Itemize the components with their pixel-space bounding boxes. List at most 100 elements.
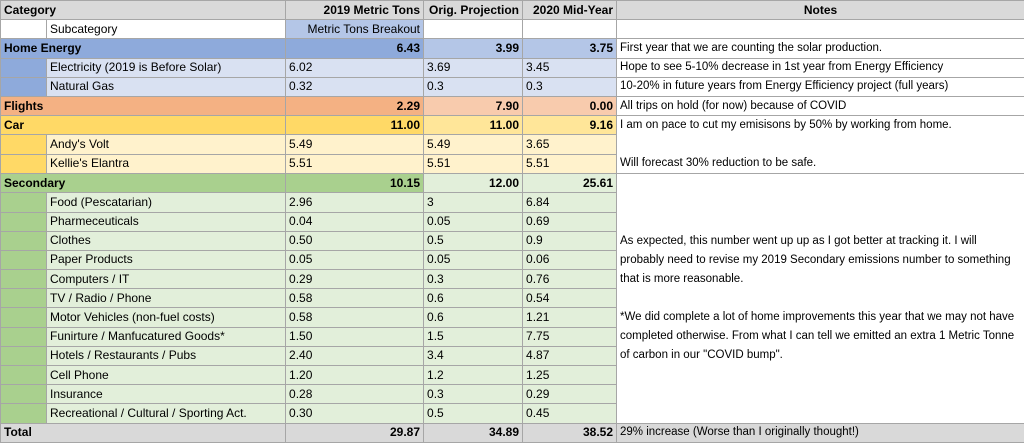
group-midyear: 0.00 (523, 96, 617, 115)
group-midyear: 9.16 (523, 116, 617, 135)
item-midyear: 0.54 (523, 289, 617, 308)
header-cell: Notes (617, 1, 1024, 20)
item-projection: 0.6 (424, 308, 523, 327)
item-projection: 1.2 (424, 366, 523, 385)
item-midyear: 0.9 (523, 231, 617, 250)
item-value: 1.50 (286, 327, 424, 346)
item-projection: 0.3 (424, 77, 523, 96)
category-strip (1, 270, 47, 289)
category-strip (1, 346, 47, 365)
item-value: 0.32 (286, 77, 424, 96)
total-label: Total (1, 423, 286, 442)
item-name: Electricity (2019 is Before Solar) (47, 58, 286, 77)
group-note: All trips on hold (for now) because of C… (617, 96, 1024, 115)
item-value: 2.40 (286, 346, 424, 365)
group-projection: 12.00 (424, 174, 523, 193)
item-name: Recreational / Cultural / Sporting Act. (47, 404, 286, 423)
item-value: 5.49 (286, 135, 424, 154)
note-paragraph: *We did complete a lot of home improveme… (620, 308, 1021, 365)
item-name: Funirture / Manfucatured Goods* (47, 327, 286, 346)
item-name: Natural Gas (47, 77, 286, 96)
item-projection: 1.5 (424, 327, 523, 346)
empty-cell (523, 20, 617, 39)
item-midyear: 0.45 (523, 404, 617, 423)
category-strip (1, 404, 47, 423)
header-cell: 2020 Mid-Year (523, 1, 617, 20)
item-value: 2.96 (286, 193, 424, 212)
item-name: Clothes (47, 231, 286, 250)
item-name: Motor Vehicles (non-fuel costs) (47, 308, 286, 327)
empty-cell (424, 20, 523, 39)
item-name: Computers / IT (47, 270, 286, 289)
group-value: 2.29 (286, 96, 424, 115)
item-projection: 0.5 (424, 404, 523, 423)
header-cell: 2019 Metric Tons (286, 1, 424, 20)
item-value: 0.30 (286, 404, 424, 423)
item-note: Hope to see 5-10% decrease in 1st year f… (617, 58, 1024, 77)
item-value: 0.58 (286, 308, 424, 327)
item-name: Cell Phone (47, 366, 286, 385)
item-value: 6.02 (286, 58, 424, 77)
item-projection: 0.5 (424, 231, 523, 250)
empty-cell (617, 20, 1024, 39)
group-midyear: 25.61 (523, 174, 617, 193)
group-note: First year that we are counting the sola… (617, 39, 1024, 58)
item-note: 10-20% in future years from Energy Effic… (617, 77, 1024, 96)
item-midyear: 3.65 (523, 135, 617, 154)
item-name: Paper Products (47, 250, 286, 269)
item-midyear: 0.06 (523, 250, 617, 269)
item-value: 1.20 (286, 366, 424, 385)
item-projection: 3.4 (424, 346, 523, 365)
item-midyear: 0.29 (523, 385, 617, 404)
item-midyear: 3.45 (523, 58, 617, 77)
category-strip (1, 212, 47, 231)
item-name: Hotels / Restaurants / Pubs (47, 346, 286, 365)
item-midyear: 5.51 (523, 154, 617, 173)
item-midyear: 4.87 (523, 346, 617, 365)
group-value: 10.15 (286, 174, 424, 193)
item-projection: 0.3 (424, 270, 523, 289)
category-strip (1, 231, 47, 250)
item-value: 0.04 (286, 212, 424, 231)
total-projection: 34.89 (424, 423, 523, 442)
item-projection: 5.51 (424, 154, 523, 173)
item-value: 0.50 (286, 231, 424, 250)
category-strip (1, 77, 47, 96)
group-value: 11.00 (286, 116, 424, 135)
item-projection: 3 (424, 193, 523, 212)
item-value: 0.29 (286, 270, 424, 289)
category-strip (1, 289, 47, 308)
category-strip (1, 154, 47, 173)
group-midyear: 3.75 (523, 39, 617, 58)
item-midyear: 1.25 (523, 366, 617, 385)
item-projection: 0.6 (424, 289, 523, 308)
group-name: Flights (1, 96, 286, 115)
item-midyear: 1.21 (523, 308, 617, 327)
item-name: Insurance (47, 385, 286, 404)
item-midyear: 0.69 (523, 212, 617, 231)
item-midyear: 0.3 (523, 77, 617, 96)
group-name: Car (1, 116, 286, 135)
item-projection: 5.49 (424, 135, 523, 154)
group-value: 6.43 (286, 39, 424, 58)
item-midyear: 7.75 (523, 327, 617, 346)
group-name: Home Energy (1, 39, 286, 58)
empty-cell (1, 20, 47, 39)
item-name: Kellie's Elantra (47, 154, 286, 173)
item-name: Food (Pescatarian) (47, 193, 286, 212)
item-value: 0.58 (286, 289, 424, 308)
note-paragraph: Will forecast 30% reduction to be safe. (620, 154, 1021, 173)
item-name: TV / Radio / Phone (47, 289, 286, 308)
category-strip (1, 366, 47, 385)
group-projection: 7.90 (424, 96, 523, 115)
group-notes: As expected, this number went up up as I… (617, 174, 1024, 423)
header-cell: Orig. Projection (424, 1, 523, 20)
